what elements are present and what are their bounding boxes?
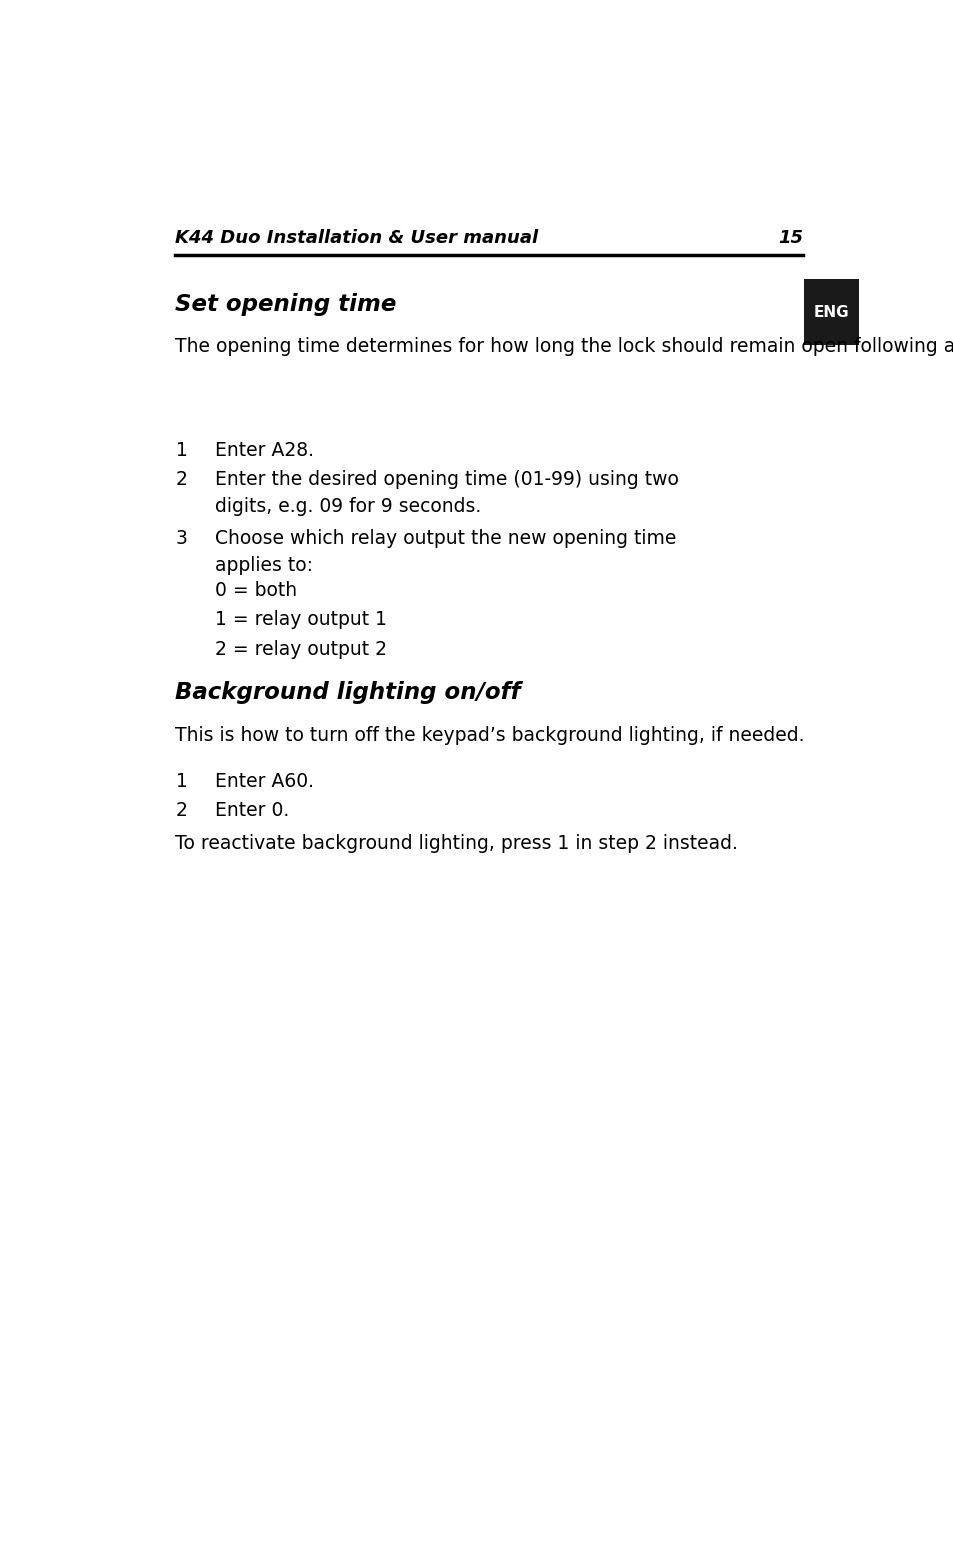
Text: 2: 2 — [175, 470, 188, 489]
Text: To reactivate background lighting, press 1 in step 2 instead.: To reactivate background lighting, press… — [174, 834, 738, 853]
Text: Enter 0.: Enter 0. — [215, 802, 290, 820]
Text: Enter A60.: Enter A60. — [215, 772, 314, 791]
Text: Set opening time: Set opening time — [174, 293, 396, 316]
Text: Enter A28.: Enter A28. — [215, 440, 314, 461]
Text: Enter the desired opening time (01-99) using two
digits, e.g. 09 for 9 seconds.: Enter the desired opening time (01-99) u… — [215, 470, 679, 516]
Text: 0 = both: 0 = both — [215, 582, 297, 600]
Text: 1: 1 — [175, 772, 188, 791]
Text: K44 Duo Installation & User manual: K44 Duo Installation & User manual — [174, 230, 537, 247]
Text: 1 = relay output 1: 1 = relay output 1 — [215, 611, 387, 630]
Text: 15: 15 — [777, 230, 802, 247]
Text: Choose which relay output the new opening time
applies to:: Choose which relay output the new openin… — [215, 529, 676, 575]
Text: 2: 2 — [175, 802, 188, 820]
Text: Background lighting on/off: Background lighting on/off — [174, 681, 520, 704]
Text: The opening time determines for how long the lock should remain open following a: The opening time determines for how long… — [174, 337, 953, 357]
Text: 1: 1 — [175, 440, 188, 461]
Text: 3: 3 — [175, 529, 188, 548]
Text: 2 = relay output 2: 2 = relay output 2 — [215, 639, 387, 659]
Text: ENG: ENG — [813, 304, 848, 320]
FancyBboxPatch shape — [803, 279, 858, 344]
Text: This is how to turn off the keypad’s background lighting, if needed.: This is how to turn off the keypad’s bac… — [174, 726, 803, 744]
